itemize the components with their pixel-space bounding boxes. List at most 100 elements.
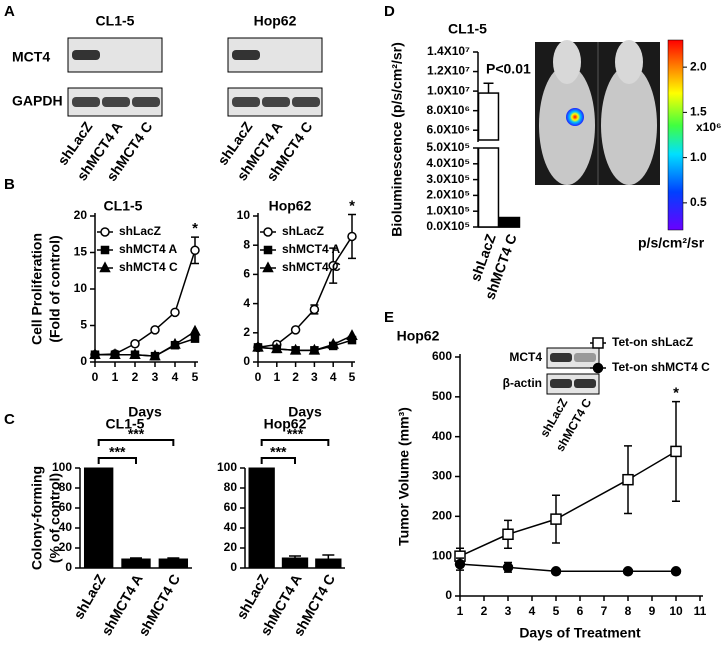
bar — [477, 92, 500, 141]
marker — [670, 566, 682, 577]
x-tick-label: 10 — [669, 604, 683, 618]
bar — [121, 558, 151, 569]
panel-label: A — [4, 3, 15, 20]
chart-title: CL1-5 — [104, 198, 143, 214]
significance-bracket — [97, 457, 137, 464]
error-bar — [322, 554, 335, 559]
blot-band — [262, 97, 290, 107]
legend-label: Tet-on shMCT4 C — [612, 360, 710, 374]
x-tick-label: 4 — [529, 604, 536, 618]
y-tick-label: 600 — [432, 349, 452, 363]
annotation: * — [673, 385, 679, 402]
x-tick-label: 8 — [625, 604, 632, 618]
colorbar-tick-label: 1.5 — [690, 105, 707, 119]
y-tick-label: 20 — [224, 540, 238, 554]
marker — [622, 566, 634, 577]
legend-marker — [263, 245, 273, 255]
x-tick-label: 6 — [577, 604, 584, 618]
marker — [454, 558, 466, 570]
x-tick-label: 9 — [649, 604, 656, 618]
marker — [550, 566, 562, 577]
y-tick-label: 1.0X10⁷ — [427, 83, 470, 97]
annotation: *** — [109, 444, 126, 460]
blot-band — [232, 50, 260, 60]
y-tick-label: 400 — [432, 429, 452, 443]
row-label: MCT4 — [509, 350, 542, 364]
marker — [190, 245, 200, 256]
marker — [189, 324, 201, 336]
marker — [502, 562, 514, 573]
error-bar — [130, 557, 142, 559]
y-tick-label: 3.0X10⁵ — [426, 172, 470, 186]
significance-bracket — [97, 439, 175, 446]
chart-title: Hop62 — [397, 328, 440, 344]
y-tick-label: 1.0X10⁵ — [426, 203, 470, 217]
bar — [315, 558, 342, 569]
chart-title: Hop62 — [269, 198, 312, 214]
significance-bracket — [260, 439, 330, 446]
x-tick-label: 3 — [152, 370, 159, 384]
panel-label: B — [4, 176, 15, 193]
annotation: * — [349, 198, 355, 215]
marker — [328, 260, 338, 271]
blot-band — [550, 353, 572, 362]
marker — [271, 342, 283, 354]
marker — [149, 349, 161, 361]
legend-label: shMCT4 A — [119, 242, 178, 256]
colorbar-tick-label: 1.0 — [690, 150, 707, 164]
colorbar-tick-label: 0.5 — [690, 195, 707, 209]
y-tick-label: 6 — [243, 267, 250, 281]
y-axis-label: (Fold of control) — [47, 235, 63, 342]
colorbar-tick-label: 2.0 — [690, 59, 707, 73]
mouse-image — [535, 40, 660, 185]
marker — [308, 343, 321, 355]
y-tick-label: 100 — [432, 548, 452, 562]
blot-band — [550, 379, 572, 388]
legend-marker — [263, 227, 273, 237]
marker — [169, 337, 181, 349]
series-line — [459, 450, 677, 557]
y-tick-label: 60 — [224, 500, 238, 514]
x-tick-label: 0 — [92, 370, 99, 384]
annotation: *** — [128, 426, 145, 442]
y-tick-label: 2.0X10⁵ — [426, 188, 470, 202]
legend-label: shLacZ — [282, 224, 324, 238]
annotation: * — [192, 220, 198, 237]
row-label: MCT4 — [12, 49, 50, 65]
y-tick-label: 1.4X10⁷ — [427, 44, 470, 58]
legend-label: shMCT4 C — [119, 260, 178, 274]
y-tick-label: 300 — [432, 469, 452, 483]
marker — [190, 334, 200, 343]
x-tick-label: 3 — [505, 604, 512, 618]
x-tick-label: 4 — [330, 370, 337, 384]
x-tick-label: 0 — [255, 370, 262, 384]
colorbar-multiplier: x10⁶ — [696, 120, 722, 134]
marker — [289, 343, 302, 355]
legend-marker — [592, 337, 604, 349]
x-tick-label: 5 — [553, 604, 560, 618]
marker — [89, 348, 101, 359]
y-tick-label: 20 — [59, 540, 73, 554]
blot-band — [72, 50, 100, 60]
panel-label: C — [4, 411, 15, 428]
error-bar — [483, 82, 494, 94]
y-axis-label: (% of control) — [47, 473, 63, 563]
x-tick-label: 7 — [601, 604, 608, 618]
y-tick-label: 15 — [74, 245, 88, 259]
legend-marker — [100, 227, 110, 237]
y-tick-label: 4 — [243, 296, 250, 310]
panel-label: E — [384, 309, 394, 326]
marker — [252, 340, 264, 352]
y-tick-label: 60 — [59, 500, 73, 514]
legend-label: Tet-on shLacZ — [612, 335, 693, 349]
bar — [158, 558, 189, 569]
marker — [550, 513, 562, 525]
y-tick-label: 20 — [74, 208, 88, 222]
annotation: *** — [270, 444, 287, 460]
blot-band — [574, 353, 596, 362]
legend-marker — [100, 245, 110, 255]
y-tick-label: 2 — [243, 325, 250, 339]
x-tick-label: 1 — [112, 370, 119, 384]
marker — [346, 329, 358, 340]
